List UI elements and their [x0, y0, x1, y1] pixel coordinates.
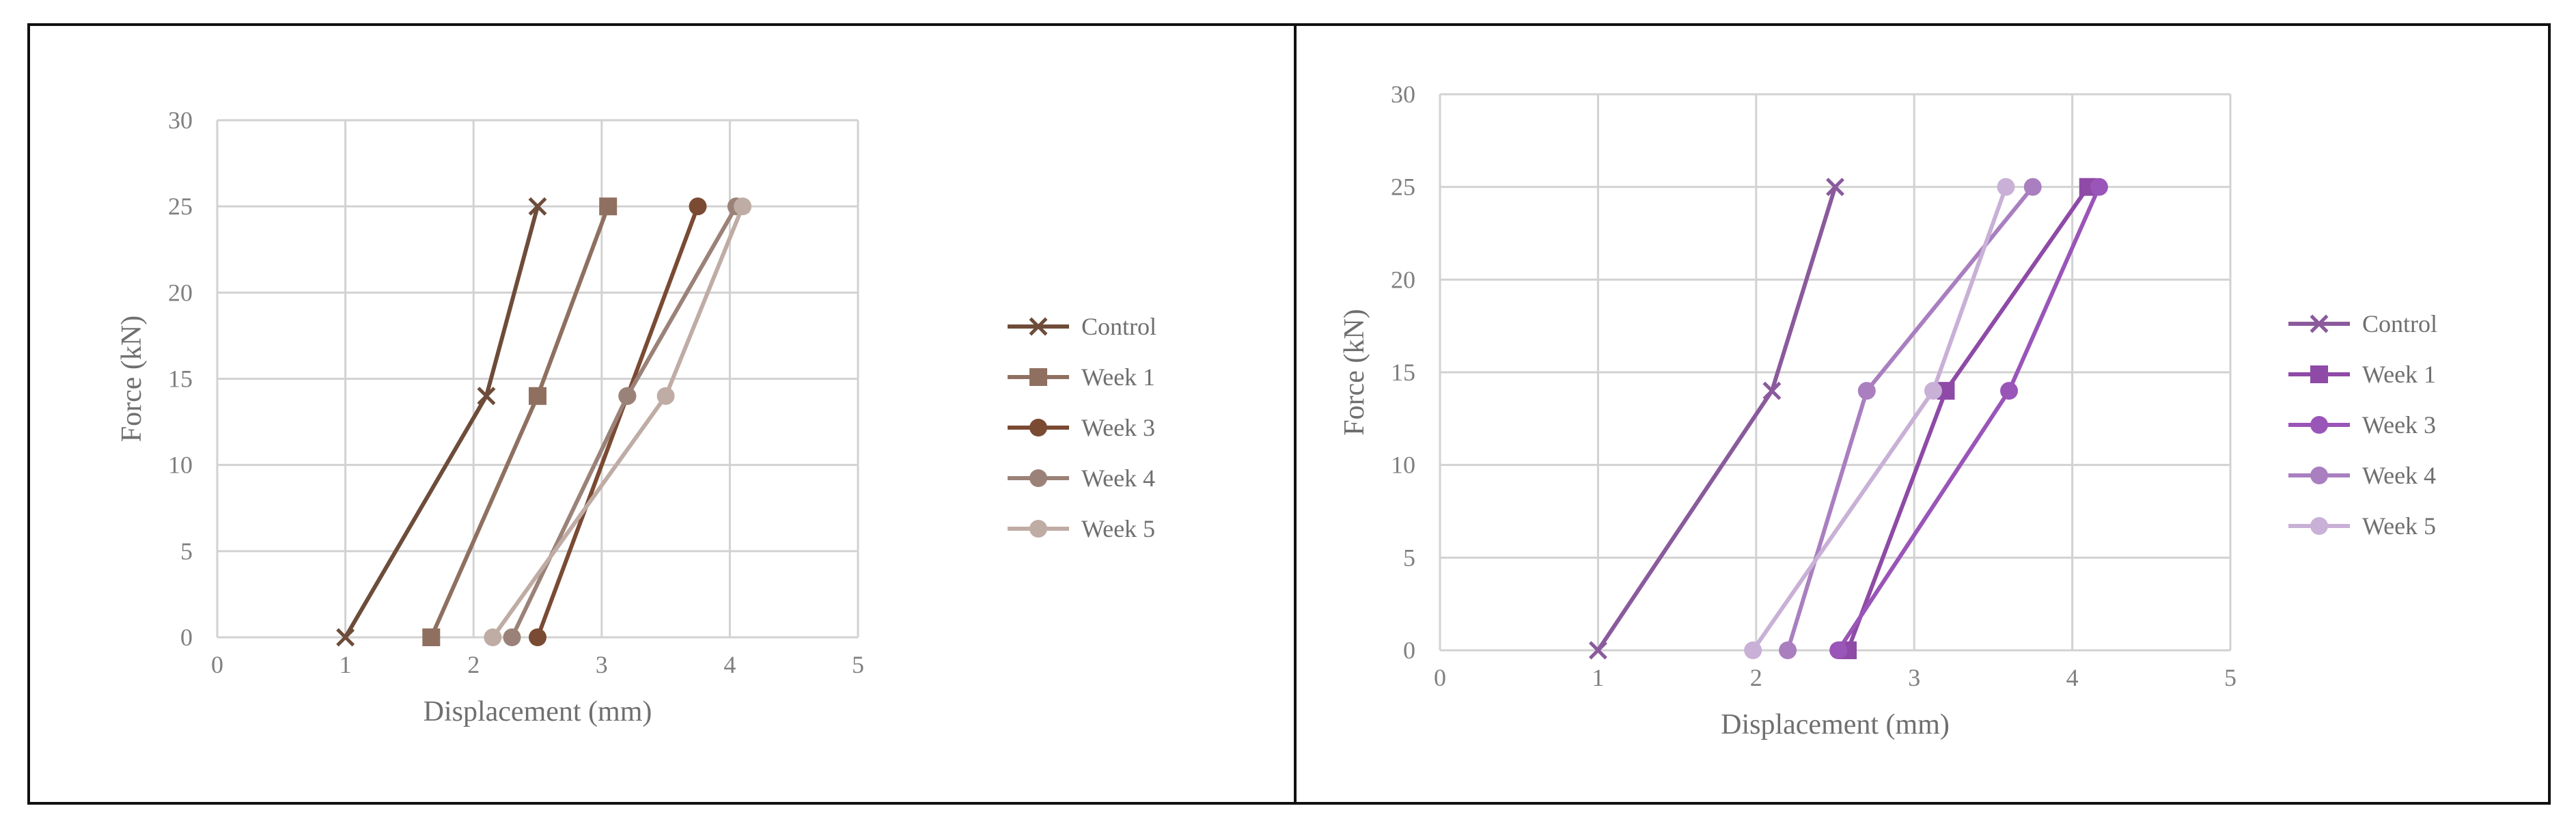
left-chart: 0 1 2 3 4 5 0 5 10 15 20 25 30 Displacement (mm) Force… — [116, 107, 1157, 727]
x-tick-label: 2 — [1750, 664, 1762, 691]
data-point — [1779, 641, 1797, 659]
legend-marker — [2310, 365, 2328, 383]
x-tick-label: 0 — [211, 651, 223, 678]
legend-marker — [1029, 520, 1047, 538]
y-tick-label: 15 — [1391, 359, 1415, 386]
y-tick-label: 15 — [168, 365, 193, 393]
legend-label: Week 5 — [2362, 512, 2436, 540]
data-point — [656, 387, 675, 405]
legend-label: Week 3 — [2362, 411, 2436, 439]
legend-label: Week 4 — [1081, 464, 1155, 492]
legend-label: Week 5 — [1081, 515, 1155, 542]
legend-label: Week 3 — [1081, 414, 1155, 441]
data-point — [1826, 178, 1844, 197]
legend-label: Week 1 — [2362, 361, 2436, 388]
y-tick-label: 0 — [180, 624, 193, 651]
data-point — [1762, 381, 1782, 400]
y-tick-label: 20 — [1391, 266, 1415, 293]
data-point — [734, 197, 752, 216]
x-tick-label: 5 — [2224, 664, 2236, 691]
series-line — [510, 204, 738, 639]
data-point — [336, 628, 355, 647]
data-point — [529, 387, 546, 405]
series-line — [1786, 184, 2035, 652]
data-point — [618, 387, 637, 405]
data-point — [689, 197, 707, 216]
data-point — [1744, 641, 1762, 659]
legend-marker — [2310, 314, 2329, 333]
x-tick-label: 1 — [1592, 664, 1604, 691]
y-tick-label: 30 — [168, 107, 193, 134]
x-tick-label: 1 — [340, 651, 352, 678]
x-tick-label: 3 — [596, 651, 608, 678]
right-panel-border — [1294, 23, 2551, 805]
legend-marker — [1029, 469, 1047, 487]
legend-label: Week 4 — [2362, 462, 2436, 489]
y-tick-label: 5 — [1403, 544, 1415, 571]
x-tick-label: 4 — [2066, 664, 2079, 691]
legend-label: Control — [1081, 313, 1157, 340]
legend-marker — [1029, 317, 1048, 336]
data-point — [1924, 382, 1942, 400]
y-tick-label: 25 — [1391, 174, 1415, 201]
data-point — [599, 197, 618, 216]
series-line — [1836, 184, 2101, 652]
data-point — [484, 628, 502, 646]
data-point — [1857, 382, 1876, 400]
data-point — [529, 628, 546, 646]
y-tick-label: 25 — [168, 193, 193, 220]
x-tick-label: 5 — [852, 651, 864, 678]
legend-label: Week 1 — [1081, 363, 1155, 391]
x-tick-label: 4 — [723, 651, 736, 678]
x-axis-title: Displacement (mm) — [424, 696, 652, 727]
legend-marker — [2310, 467, 2328, 484]
x-tick-label: 3 — [1908, 664, 1920, 691]
data-point — [528, 197, 547, 216]
data-point — [1588, 641, 1607, 660]
x-tick-label: 2 — [467, 651, 480, 678]
y-tick-label: 0 — [1403, 637, 1415, 664]
y-tick-label: 20 — [168, 279, 193, 306]
y-tick-label: 10 — [168, 452, 193, 479]
legend-marker — [2310, 416, 2328, 434]
series-line — [343, 204, 540, 639]
y-tick-label: 5 — [180, 538, 193, 565]
y-axis-title: Force (kN) — [116, 316, 148, 442]
data-point — [422, 628, 441, 646]
data-point — [1997, 178, 2015, 196]
series-line — [1751, 184, 2008, 652]
x-tick-label: 0 — [1434, 664, 1446, 691]
data-point — [503, 628, 521, 646]
series-line — [536, 204, 700, 639]
legend-marker — [1029, 368, 1047, 386]
legend-marker — [1029, 419, 1047, 436]
x-axis-title: Displacement (mm) — [1721, 709, 1950, 740]
data-point — [2090, 178, 2108, 196]
y-tick-label: 10 — [1391, 452, 1415, 479]
legend-label: Control — [2362, 310, 2437, 337]
right-chart: 0 1 2 3 4 5 0 5 10 15 20 25 30 Displacement (mm) Force… — [1339, 81, 2437, 740]
y-axis-title: Force (kN) — [1339, 309, 1370, 435]
data-point — [2023, 178, 2042, 196]
data-point — [477, 387, 496, 406]
y-tick-label: 30 — [1391, 81, 1415, 108]
data-point — [1829, 641, 1848, 659]
data-point — [2000, 382, 2019, 400]
legend-marker — [2310, 517, 2328, 535]
